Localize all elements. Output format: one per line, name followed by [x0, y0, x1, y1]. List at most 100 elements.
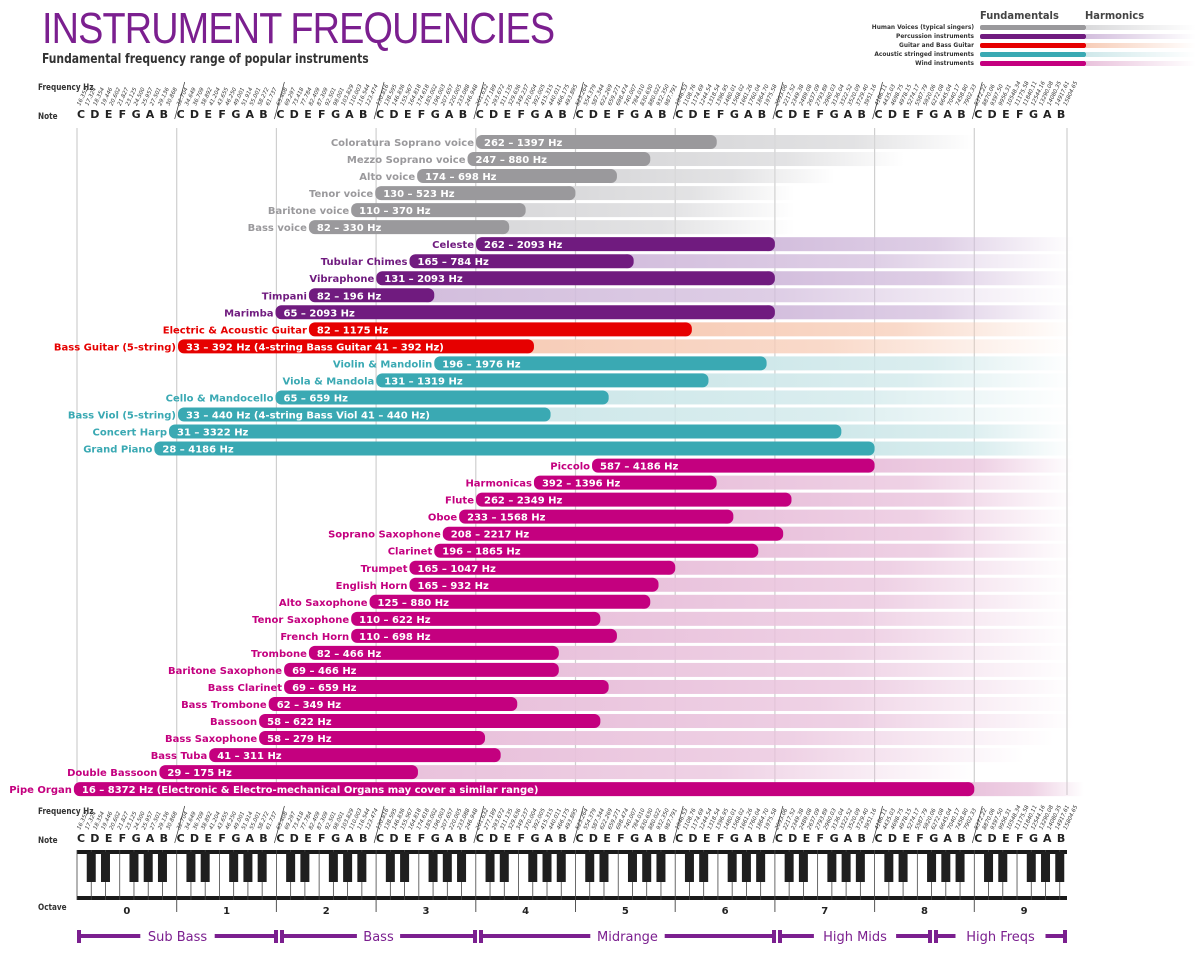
note-label: G [929, 832, 938, 845]
harmonics-bar [650, 577, 1074, 592]
note-label: F [817, 108, 825, 121]
range-value-label: 587 – 4186 Hz [600, 462, 679, 473]
page-title: INSTRUMENT FREQUENCIES [42, 4, 555, 53]
note-label: B [758, 108, 766, 121]
range-value-label: 262 – 2349 Hz [484, 496, 563, 507]
harmonics-bar [766, 237, 1074, 252]
note-label: F [617, 832, 625, 845]
range-value-label: 174 – 698 Hz [425, 172, 497, 183]
note-label: D [489, 108, 498, 121]
range-value-label: 131 – 2093 Hz [384, 274, 463, 285]
harmonics-bar [625, 254, 1074, 269]
harmonics-bar [550, 645, 1074, 660]
note-label: D [788, 832, 797, 845]
black-key [798, 852, 808, 882]
range-value-label: 196 – 1976 Hz [442, 359, 521, 370]
instrument-name-label: Electric & Acoustic Guitar [163, 325, 307, 336]
harmonics-bar [501, 220, 795, 235]
note-label: D [290, 108, 299, 121]
note-label: F [119, 832, 127, 845]
black-key [100, 852, 110, 882]
note-label: G [530, 108, 539, 121]
black-key [585, 852, 595, 882]
instrument-name-label: Bass voice [248, 223, 308, 234]
octave-axis-label: Octave [38, 903, 67, 913]
note-axis-label-top: Note [38, 112, 58, 122]
note-label: C [675, 832, 683, 845]
range-line [1045, 934, 1067, 938]
range-band-label: High Freqs [966, 930, 1035, 945]
fundamental-bar [268, 696, 518, 711]
harmonics-bar [766, 305, 1074, 320]
legend-swatch-harmonics [1086, 43, 1196, 48]
harmonics-bar [426, 288, 1074, 303]
black-key [428, 852, 438, 882]
octave-label: 0 [123, 906, 130, 917]
note-label: C [276, 832, 284, 845]
range-line [778, 934, 814, 938]
instrument-name-label: Bass Saxophone [165, 734, 257, 745]
black-key [528, 852, 538, 882]
fundamental-bar [351, 611, 601, 626]
octave-divider [772, 805, 784, 844]
note-label: B [658, 832, 666, 845]
harmonics-bar [567, 186, 795, 201]
instrument-name-label: Trumpet [361, 564, 408, 575]
harmonics-bar [766, 271, 1074, 286]
black-key [756, 852, 766, 882]
black-key [998, 852, 1008, 882]
note-label: C [476, 108, 484, 121]
note-label: G [132, 108, 141, 121]
black-key [257, 852, 267, 882]
note-label: E [603, 832, 611, 845]
octave-divider [872, 805, 883, 844]
black-key [699, 852, 709, 882]
note-label: F [517, 108, 525, 121]
range-value-label: 165 – 932 Hz [417, 581, 489, 592]
note-label: E [205, 108, 213, 121]
note-label: G [431, 108, 440, 121]
octave-divider [473, 81, 485, 120]
note-label: E [404, 832, 412, 845]
instrument-labels: Coloratura Soprano voice Mezzo Soprano vo… [9, 138, 590, 796]
note-label: G [830, 108, 839, 121]
harmonics-bar [750, 543, 1074, 558]
black-key [485, 852, 495, 882]
octave-label: 2 [323, 906, 330, 917]
note-label: A [1043, 832, 1052, 845]
note-label: E [304, 832, 312, 845]
legend-fundamentals-heading: Fundamentals [980, 9, 1059, 22]
instrument-name-label: Marimba [224, 308, 273, 319]
fundamental-bar [351, 628, 617, 643]
note-label: G [331, 832, 340, 845]
note-label: B [1057, 108, 1065, 121]
range-band-label: Sub Bass [148, 930, 208, 945]
note-label: E [105, 832, 113, 845]
range-value-label: 110 – 698 Hz [359, 632, 431, 643]
legend-item-label: Percussion instruments [896, 32, 974, 40]
range-value-label: 58 – 279 Hz [267, 734, 332, 745]
octave-divider [573, 81, 584, 120]
note-label: C [875, 832, 883, 845]
fundamental-bar [351, 203, 526, 218]
instrument-name-label: Bass Trombone [181, 700, 267, 711]
legend-swatch-fundamental [980, 25, 1086, 30]
instrument-name-label: Alto Saxophone [279, 598, 368, 609]
black-key [984, 852, 994, 882]
black-key [784, 852, 794, 882]
note-label: B [957, 832, 965, 845]
harmonics-bar [608, 169, 835, 184]
black-key [941, 852, 951, 882]
fundamental-bar [259, 714, 601, 729]
range-value-label: 233 – 1568 Hz [467, 513, 546, 524]
octave-axis: 0 1 2 3 4 5 6 7 8 9 [123, 900, 1028, 917]
note-label: F [119, 108, 127, 121]
note-label: E [902, 108, 910, 121]
instrument-name-label: Oboe [428, 513, 458, 524]
fundamental-bar [259, 731, 486, 746]
note-label: F [916, 832, 924, 845]
fundamental-bar [73, 782, 975, 797]
note-label: D [589, 832, 598, 845]
fundamental-bars: 262 – 1397 Hz 247 – 880 Hz 174 – 698 Hz 130… [73, 135, 975, 797]
